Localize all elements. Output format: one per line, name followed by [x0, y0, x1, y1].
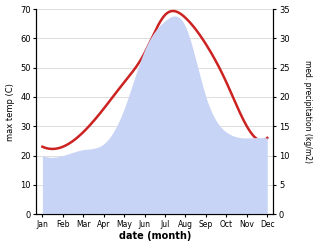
Y-axis label: med. precipitation (kg/m2): med. precipitation (kg/m2)	[303, 60, 313, 163]
X-axis label: date (month): date (month)	[119, 231, 191, 242]
Y-axis label: max temp (C): max temp (C)	[5, 83, 15, 141]
